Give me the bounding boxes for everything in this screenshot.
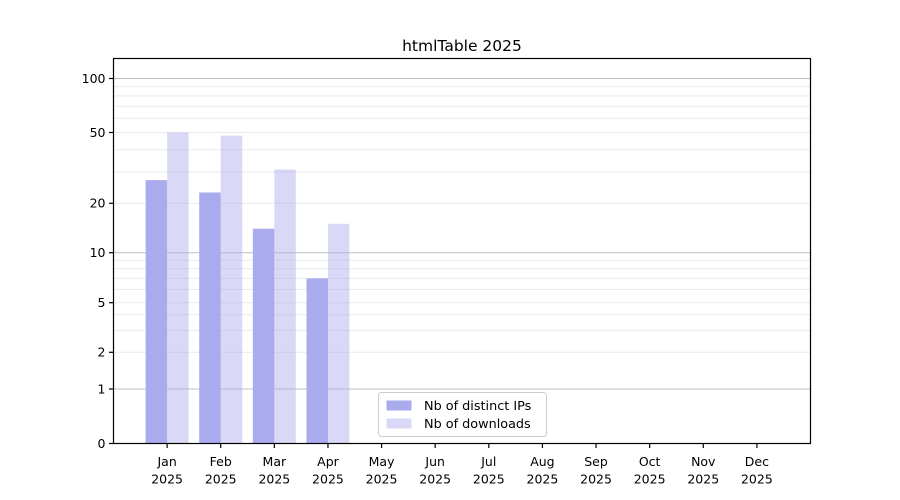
bars-distinct-ips: [145, 180, 328, 444]
x-axis-labels: Jan 2025 Feb 2025 Mar 2025 Apr 2025 May 2025 Jun 20…: [151, 454, 773, 487]
grid-minor-lines: [113, 86, 811, 353]
x-tick-label-month: Jan: [156, 454, 176, 469]
x-tick-label-month: Feb: [210, 454, 232, 469]
bar-mar-downloads: [274, 169, 296, 444]
legend: Nb of distinct IPs Nb of downloads: [378, 392, 547, 437]
x-tick-label-month: Jul: [480, 454, 496, 469]
legend-label-downloads: Nb of downloads: [424, 417, 531, 432]
legend-swatch-downloads: [386, 418, 412, 429]
x-tick-label-year: 2025: [312, 472, 344, 487]
y-axis-tick-label: 2: [98, 345, 106, 360]
y-axis-tick-label: 10: [90, 245, 106, 260]
x-tick-label-month: Aug: [530, 454, 554, 469]
x-tick-label-month: Dec: [745, 454, 769, 469]
legend-swatch-distinct-ips: [386, 400, 412, 411]
x-tick-label-year: 2025: [366, 472, 398, 487]
bar-jan-distinct-ips: [145, 180, 168, 444]
plot-frame: [112, 57, 812, 445]
chart-title: htmlTable 2025: [402, 37, 522, 55]
x-tick-label-year: 2025: [687, 472, 719, 487]
y-axis-ticks: [109, 77, 114, 445]
bar-apr-downloads: [327, 223, 350, 444]
y-axis-tick-label: 0: [98, 436, 106, 451]
x-tick-label-year: 2025: [205, 472, 237, 487]
x-axis-ticks: [166, 443, 758, 448]
y-axis-tick-label: 50: [90, 125, 106, 140]
x-tick-label-year: 2025: [258, 472, 290, 487]
x-tick-label-year: 2025: [473, 472, 505, 487]
x-tick-label-month: Mar: [263, 454, 287, 469]
x-tick-label-year: 2025: [419, 472, 451, 487]
y-axis-tick-label: 1: [98, 381, 106, 396]
y-axis-tick-label: 100: [82, 71, 106, 86]
y-axis-tick-label: 20: [90, 196, 106, 211]
x-tick-label-month: Jun: [424, 454, 445, 469]
y-axis-labels: 0 1 2 5 10 20 50 100: [82, 71, 106, 451]
x-tick-label-month: Sep: [584, 454, 608, 469]
x-tick-label-year: 2025: [151, 472, 183, 487]
x-tick-label-month: Apr: [317, 454, 339, 469]
bar-mar-distinct-ips: [252, 228, 275, 444]
x-tick-label-year: 2025: [580, 472, 612, 487]
x-tick-label-year: 2025: [634, 472, 666, 487]
x-tick-label-year: 2025: [527, 472, 559, 487]
x-tick-label-month: Nov: [691, 454, 716, 469]
x-tick-label-month: Oct: [639, 454, 661, 469]
y-axis-tick-label: 5: [98, 295, 106, 310]
bar-apr-distinct-ips: [306, 278, 328, 444]
bar-jan-downloads: [167, 132, 189, 444]
legend-box: [378, 392, 547, 437]
grid-major-lines: [113, 78, 811, 390]
x-tick-label-month: May: [369, 454, 395, 469]
bars-downloads: [167, 132, 350, 444]
bar-feb-downloads: [220, 135, 243, 444]
x-tick-label-year: 2025: [741, 472, 773, 487]
bar-feb-distinct-ips: [199, 192, 221, 444]
legend-label-distinct-ips: Nb of distinct IPs: [424, 399, 532, 414]
